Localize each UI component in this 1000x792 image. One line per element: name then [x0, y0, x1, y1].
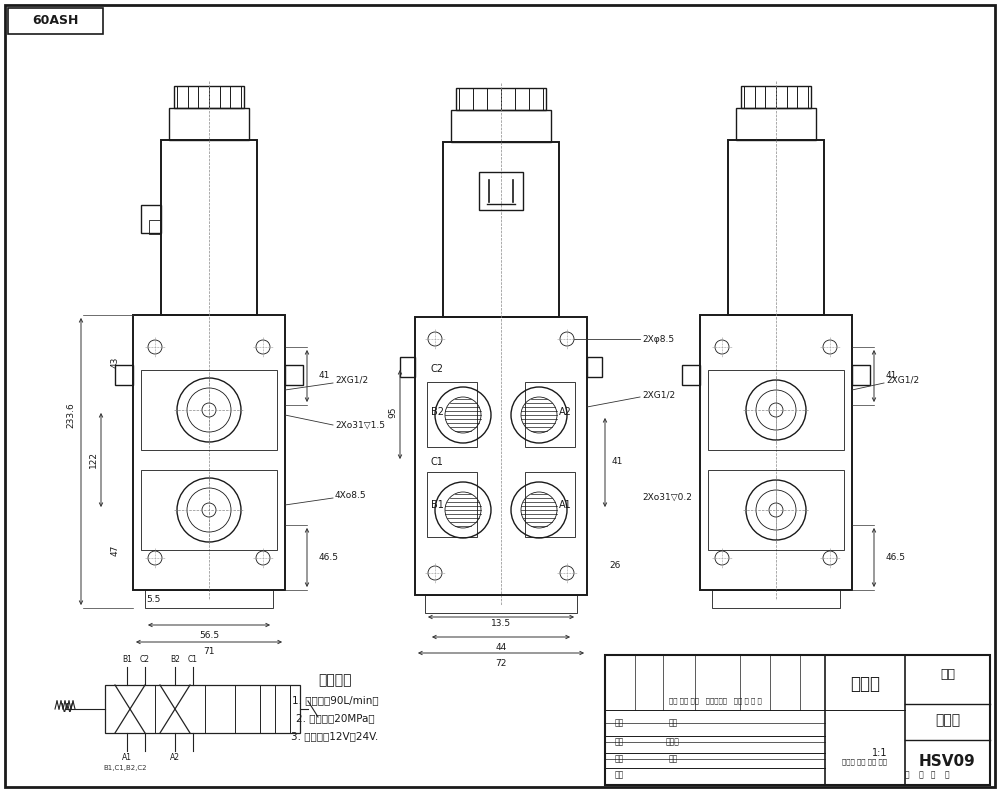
Text: 26: 26 — [609, 561, 620, 569]
Text: 56.5: 56.5 — [199, 630, 219, 639]
Text: 43: 43 — [110, 357, 120, 368]
Bar — [479, 172, 523, 210]
Text: 41: 41 — [886, 371, 897, 380]
Text: 2Xo31▽0.2: 2Xo31▽0.2 — [642, 493, 692, 501]
Bar — [8, 8, 103, 34]
Bar — [708, 370, 844, 450]
Bar — [443, 142, 559, 317]
Bar — [145, 590, 273, 608]
Text: A1: A1 — [122, 753, 132, 763]
Text: W: W — [61, 703, 73, 715]
Text: 72: 72 — [495, 658, 507, 668]
Text: 5.5: 5.5 — [146, 596, 160, 604]
Text: 2Xo31▽1.5: 2Xo31▽1.5 — [335, 421, 385, 429]
Text: 41: 41 — [319, 371, 330, 380]
Text: 选流阀: 选流阀 — [935, 713, 960, 727]
Bar — [451, 110, 551, 142]
Bar — [425, 595, 577, 613]
Bar — [400, 357, 415, 377]
Text: C1: C1 — [188, 656, 198, 664]
Bar — [700, 315, 852, 590]
Bar — [115, 365, 133, 385]
Text: 2. 最大压力20MPa；: 2. 最大压力20MPa； — [296, 713, 374, 723]
Text: 标记 处数 分区   更改文件号   签名 年 月 日: 标记 处数 分区 更改文件号 签名 年 月 日 — [669, 697, 761, 704]
Text: 1:1: 1:1 — [872, 748, 888, 757]
Bar — [415, 317, 587, 595]
Bar — [741, 86, 811, 108]
Text: 技术参数: 技术参数 — [318, 673, 352, 687]
Text: 林林: 林林 — [940, 668, 955, 681]
Bar — [712, 590, 840, 608]
Bar — [133, 315, 285, 590]
Bar — [141, 205, 161, 233]
Text: A1: A1 — [559, 500, 571, 510]
Text: 设计: 设计 — [614, 718, 624, 727]
Text: 60ASH: 60ASH — [32, 14, 78, 28]
Bar — [708, 470, 844, 550]
Text: A2: A2 — [170, 753, 180, 763]
Text: 44: 44 — [495, 642, 507, 652]
Text: 3. 控制电压12V或24V.: 3. 控制电压12V或24V. — [291, 731, 379, 741]
Text: 2Xφ8.5: 2Xφ8.5 — [642, 334, 674, 344]
Bar — [605, 655, 990, 785]
Text: 2XG1/2: 2XG1/2 — [886, 375, 919, 384]
Text: 46.5: 46.5 — [319, 554, 339, 562]
Text: B1,C1,B2,C2: B1,C1,B2,C2 — [103, 765, 147, 771]
Text: 共    张   第    张: 共 张 第 张 — [905, 770, 950, 779]
Bar — [456, 88, 546, 110]
Text: C2: C2 — [140, 656, 150, 664]
Text: 审核: 审核 — [614, 770, 624, 779]
Text: B1: B1 — [122, 656, 132, 664]
Bar — [682, 365, 700, 385]
Bar — [174, 86, 244, 108]
Bar — [285, 365, 303, 385]
Bar — [525, 382, 575, 447]
Bar — [141, 370, 277, 450]
Text: 13.5: 13.5 — [491, 619, 511, 627]
Text: C1: C1 — [431, 457, 443, 467]
Text: 描图绘: 描图绘 — [666, 737, 680, 747]
Bar — [169, 108, 249, 140]
Text: HSV09: HSV09 — [919, 754, 976, 769]
Text: 4Xo8.5: 4Xo8.5 — [335, 490, 367, 500]
Bar — [587, 357, 602, 377]
Text: 41: 41 — [612, 458, 623, 466]
Text: 2XG1/2: 2XG1/2 — [335, 375, 368, 384]
Text: B2: B2 — [430, 407, 444, 417]
Bar — [525, 472, 575, 537]
Text: 标准化 批准 核准 批准: 标准化 批准 核准 批准 — [842, 758, 888, 765]
Text: B1: B1 — [431, 500, 443, 510]
Bar — [141, 470, 277, 550]
Text: C2: C2 — [430, 364, 444, 374]
Bar — [728, 140, 824, 315]
Bar — [105, 685, 300, 733]
Bar — [427, 472, 477, 537]
Text: 47: 47 — [110, 544, 120, 556]
Text: 2XG1/2: 2XG1/2 — [642, 390, 675, 399]
Text: 装配图: 装配图 — [850, 675, 880, 692]
Text: 122: 122 — [88, 451, 98, 469]
Bar — [736, 108, 816, 140]
Text: 71: 71 — [203, 648, 215, 657]
Bar — [852, 365, 870, 385]
Text: A2: A2 — [559, 407, 571, 417]
Bar — [161, 140, 257, 315]
Bar — [427, 382, 477, 447]
Text: B2: B2 — [170, 656, 180, 664]
Text: 1. 最大流量90L/min；: 1. 最大流量90L/min； — [292, 695, 378, 705]
Text: 校对: 校对 — [614, 755, 624, 763]
Text: 46.5: 46.5 — [886, 554, 906, 562]
Text: 查图: 查图 — [668, 755, 678, 763]
Text: 制图: 制图 — [614, 737, 624, 747]
Bar — [149, 220, 161, 234]
Text: 工艺: 工艺 — [668, 718, 678, 727]
Text: 233.6: 233.6 — [66, 402, 76, 428]
Text: 95: 95 — [388, 406, 398, 417]
